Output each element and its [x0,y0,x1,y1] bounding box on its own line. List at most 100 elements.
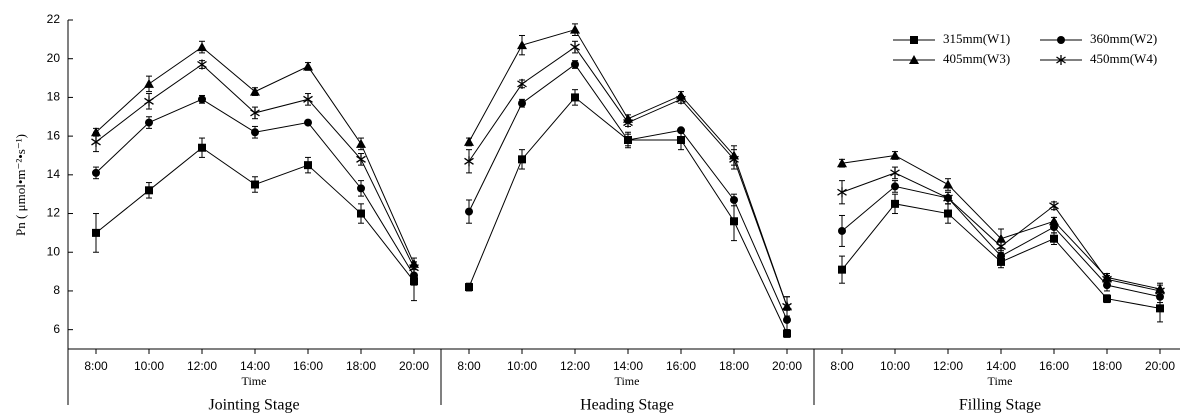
data-point [357,209,365,218]
marker-shape [409,264,419,272]
x-tick-label: 18:00 [719,359,749,373]
legend-marker [1057,36,1065,44]
y-tick-label: 14 [47,167,61,181]
x-axis-label: Time [242,374,267,388]
data-point [570,24,580,34]
marker-shape [624,135,632,144]
marker-shape [1049,216,1059,226]
data-point [677,126,685,135]
data-point [943,193,953,204]
marker-shape [677,135,685,144]
data-point [517,40,527,50]
y-tick-label: 6 [53,322,60,336]
data-point [676,94,686,105]
data-point [1155,285,1165,296]
data-point [943,179,953,189]
marker-shape [356,138,366,148]
data-point [465,283,473,292]
x-tick-label: 10:00 [507,359,537,373]
series-line [95,147,415,282]
data-point [465,207,473,216]
data-point [92,228,100,237]
data-point [197,42,207,52]
marker-shape [91,138,101,146]
marker-shape [1156,304,1164,313]
data-point [891,199,899,208]
x-tick-label: 16:00 [1039,359,1069,373]
data-point [1103,294,1111,303]
x-tick-label: 18:00 [346,359,376,373]
series-line [841,154,1161,290]
marker-shape [304,118,312,127]
data-point [357,184,365,193]
data-point [1102,274,1112,285]
data-point [518,155,526,164]
marker-shape [943,179,953,189]
y-tick-label: 18 [47,90,61,104]
marker-shape [1056,56,1066,64]
marker-shape [304,161,312,170]
marker-shape [465,283,473,292]
marker-shape [570,24,580,34]
series-line [95,46,415,265]
data-point [783,329,791,338]
y-axis-label: Pn ( μmol•m⁻²•s⁻¹) [13,134,28,236]
data-point [144,78,154,88]
marker-shape [92,228,100,237]
data-point [729,154,739,165]
data-point [91,136,101,147]
data-point [783,315,791,324]
x-tick-label: 20:00 [399,359,429,373]
marker-shape [783,329,791,338]
panel-title: Jointing Stage [208,397,299,414]
marker-shape [357,184,365,193]
marker-shape [518,155,526,164]
marker-shape [943,194,953,202]
data-point [891,182,899,191]
data-point [730,195,738,204]
x-tick-label: 20:00 [772,359,802,373]
x-tick-label: 10:00 [880,359,910,373]
x-tick-label: 16:00 [666,359,696,373]
data-point [145,118,153,127]
data-point [838,226,846,235]
data-point [996,241,1006,252]
marker-shape [890,150,900,160]
marker-shape [250,109,260,117]
y-tick-label: 22 [47,12,61,26]
series-line [468,63,788,321]
panel-title: Heading Stage [580,397,674,414]
data-point [464,156,474,167]
marker-shape [890,169,900,177]
marker-shape [357,209,365,218]
marker-shape [996,242,1006,250]
marker-shape [838,265,846,274]
x-tick-label: 8:00 [84,359,108,373]
marker-shape [944,209,952,218]
data-point [251,180,259,189]
series-line [468,29,788,307]
data-point [571,93,579,102]
data-point [250,86,260,96]
marker-shape [144,78,154,88]
data-point [1156,304,1164,313]
marker-shape [677,126,685,135]
data-point [304,161,312,170]
marker-shape [303,95,313,103]
x-tick-label: 12:00 [560,359,590,373]
marker-shape [783,315,791,324]
marker-shape [465,207,473,216]
x-tick-label: 14:00 [986,359,1016,373]
data-point [303,94,313,105]
marker-shape [571,60,579,69]
legend-label: 315mm(W1) [943,31,1010,46]
series-line [468,46,788,307]
marker-shape [92,168,100,177]
marker-shape [198,95,206,104]
legend-marker [910,36,918,44]
data-point [356,154,366,165]
marker-shape [197,42,207,52]
x-tick-label: 14:00 [240,359,270,373]
